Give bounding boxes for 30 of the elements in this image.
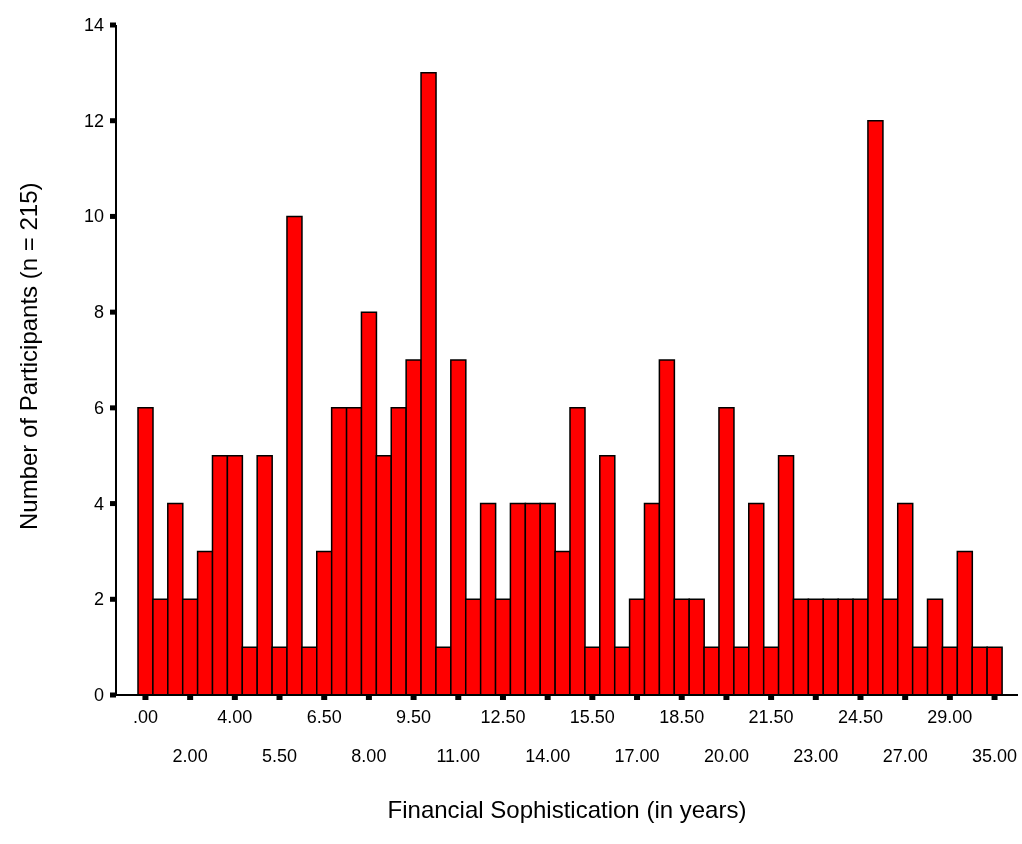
x-tick-label: 21.50 bbox=[748, 707, 794, 727]
x-tick-label: 29.00 bbox=[927, 707, 973, 727]
x-tick-label: 5.50 bbox=[261, 746, 298, 766]
x-tick-label: 2.00 bbox=[172, 746, 208, 766]
x-tick-label: 35.00 bbox=[972, 746, 1018, 766]
y-axis-title: Number of Participants (n = 215) bbox=[14, 182, 42, 530]
y-tick-label: 4 bbox=[93, 493, 104, 514]
x-tick-label: 17.00 bbox=[614, 746, 660, 766]
x-tick-label: .00 bbox=[132, 707, 158, 727]
y-tick-label: 2 bbox=[93, 589, 104, 610]
x-tick-label: 20.00 bbox=[703, 746, 749, 766]
y-tick-label: 8 bbox=[93, 302, 104, 323]
x-tick-label: 15.50 bbox=[569, 707, 615, 727]
y-tick-label: 0 bbox=[93, 685, 104, 705]
x-tick-label: 9.50 bbox=[396, 707, 432, 727]
x-tick-label: 11.00 bbox=[436, 746, 481, 766]
x-tick-label: 27.00 bbox=[882, 746, 928, 766]
x-tick-label: 12.50 bbox=[480, 707, 526, 727]
x-tick-label: 24.50 bbox=[837, 707, 884, 727]
y-tick-label: 12 bbox=[83, 110, 104, 131]
x-tick-label: 4.00 bbox=[217, 707, 253, 727]
y-tick-label: 6 bbox=[93, 397, 104, 418]
x-tick-label: 14.00 bbox=[525, 746, 571, 766]
x-tick-label: 6.50 bbox=[306, 707, 342, 727]
x-tick-label: 23.00 bbox=[793, 746, 839, 766]
x-tick-label: 8.00 bbox=[351, 746, 387, 766]
y-tick-label: 14 bbox=[83, 15, 104, 35]
x-tick-label: 18.50 bbox=[659, 707, 705, 727]
y-tick-label: 10 bbox=[83, 206, 104, 227]
x-axis-title: Financial Sophistication (in years) bbox=[387, 796, 747, 823]
